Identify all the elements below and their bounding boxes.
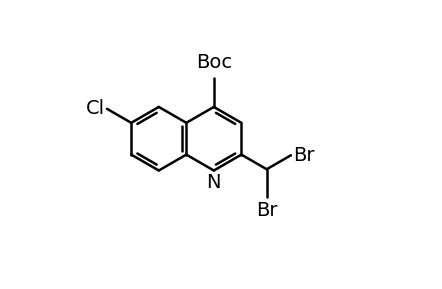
Text: Br: Br [293,146,315,165]
Text: Cl: Cl [86,99,105,118]
Text: Boc: Boc [196,53,232,73]
Text: N: N [206,173,221,192]
Text: Br: Br [256,201,278,220]
